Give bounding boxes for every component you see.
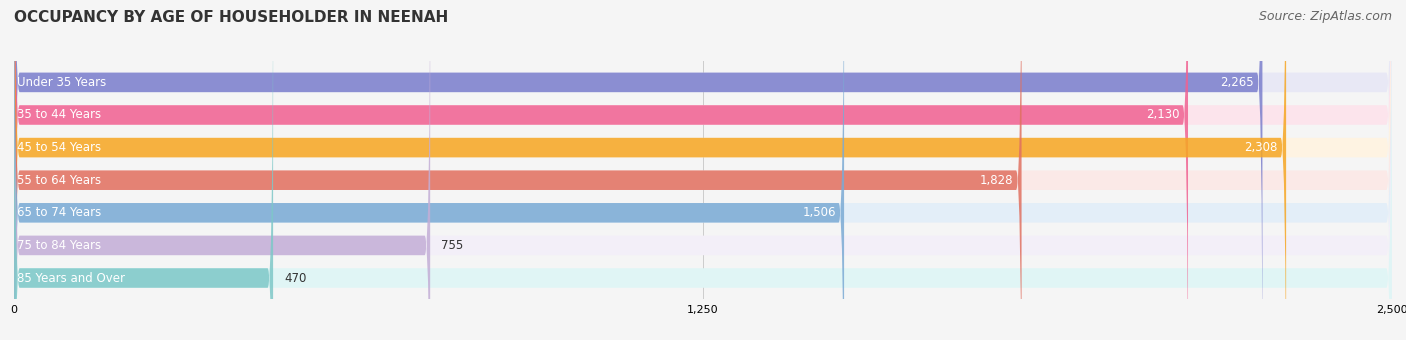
FancyBboxPatch shape: [14, 0, 1392, 340]
FancyBboxPatch shape: [14, 0, 1188, 340]
Text: 65 to 74 Years: 65 to 74 Years: [17, 206, 101, 219]
FancyBboxPatch shape: [14, 0, 1392, 340]
FancyBboxPatch shape: [14, 0, 1392, 340]
Text: OCCUPANCY BY AGE OF HOUSEHOLDER IN NEENAH: OCCUPANCY BY AGE OF HOUSEHOLDER IN NEENA…: [14, 10, 449, 25]
Text: Source: ZipAtlas.com: Source: ZipAtlas.com: [1258, 10, 1392, 23]
FancyBboxPatch shape: [14, 0, 273, 340]
Text: 85 Years and Over: 85 Years and Over: [17, 272, 125, 285]
Text: 45 to 54 Years: 45 to 54 Years: [17, 141, 101, 154]
Text: Under 35 Years: Under 35 Years: [17, 76, 105, 89]
Text: 755: 755: [441, 239, 464, 252]
Text: 75 to 84 Years: 75 to 84 Years: [17, 239, 101, 252]
FancyBboxPatch shape: [14, 0, 844, 340]
FancyBboxPatch shape: [14, 0, 430, 340]
FancyBboxPatch shape: [14, 0, 1022, 340]
FancyBboxPatch shape: [14, 0, 1392, 340]
Text: 1,506: 1,506: [803, 206, 835, 219]
Text: 2,130: 2,130: [1146, 108, 1180, 121]
Text: 2,308: 2,308: [1244, 141, 1278, 154]
FancyBboxPatch shape: [14, 0, 1392, 340]
Text: 470: 470: [284, 272, 307, 285]
Text: 1,828: 1,828: [980, 174, 1014, 187]
Text: 55 to 64 Years: 55 to 64 Years: [17, 174, 101, 187]
FancyBboxPatch shape: [14, 0, 1392, 340]
Text: 35 to 44 Years: 35 to 44 Years: [17, 108, 101, 121]
FancyBboxPatch shape: [14, 0, 1263, 340]
FancyBboxPatch shape: [14, 0, 1286, 340]
FancyBboxPatch shape: [14, 0, 1392, 340]
Text: 2,265: 2,265: [1220, 76, 1254, 89]
